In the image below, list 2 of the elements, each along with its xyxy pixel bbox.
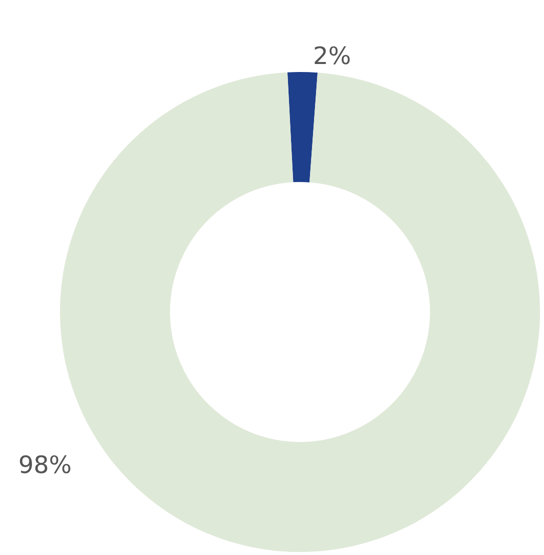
data-label: 2% [312,42,352,70]
data-label: 98% [18,451,72,479]
